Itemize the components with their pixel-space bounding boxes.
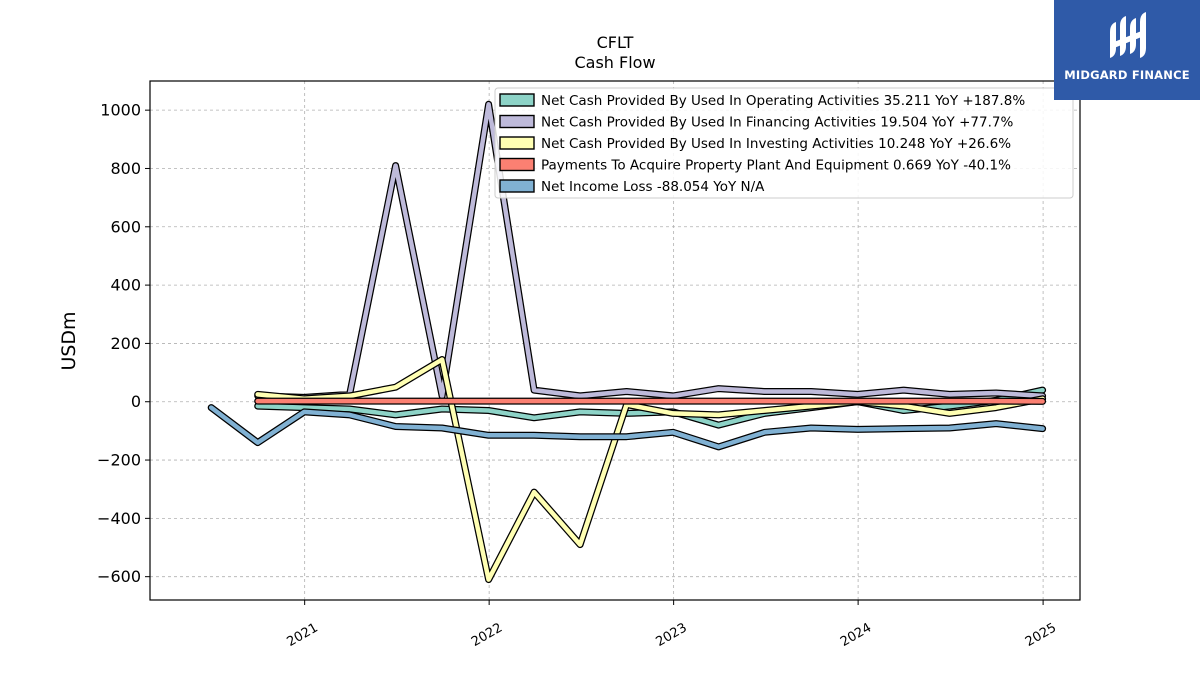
y-tick-label: −400 bbox=[97, 509, 141, 528]
legend-swatch bbox=[499, 114, 535, 129]
legend-label: Net Income Loss -88.054 YoY N/A bbox=[541, 179, 765, 195]
legend: Net Cash Provided By Used In Operating A… bbox=[494, 87, 1074, 199]
y-axis-ticks: −600 −400 −200 0 200 400 600 800 1000 bbox=[97, 101, 150, 586]
series-line-net-income-loss bbox=[208, 405, 1045, 450]
y-tick-label: 800 bbox=[110, 159, 141, 178]
logo-brand-text: MIDGARD FINANCE bbox=[1064, 68, 1190, 82]
legend-label: Payments To Acquire Property Plant And E… bbox=[541, 158, 1011, 174]
midgard-finance-logo: MIDGARD FINANCE bbox=[1054, 0, 1200, 100]
legend-box bbox=[494, 87, 1074, 199]
x-tick-label: 2024 bbox=[838, 620, 874, 650]
y-tick-label: 600 bbox=[110, 217, 141, 236]
legend-swatch bbox=[499, 179, 535, 193]
y-tick-label: 400 bbox=[110, 276, 141, 295]
chart-subtitle: Cash Flow bbox=[574, 53, 655, 72]
plot-frame bbox=[149, 80, 1081, 601]
legend-label: Net Cash Provided By Used In Operating A… bbox=[541, 93, 1025, 109]
y-tick-label: 1000 bbox=[100, 101, 141, 120]
x-axis-ticks: 2021 2022 2023 2024 2025 bbox=[285, 600, 1059, 650]
legend-label: Net Cash Provided By Used In Investing A… bbox=[541, 136, 1011, 152]
midgard-logo-icon bbox=[1110, 12, 1146, 58]
y-tick-label: 0 bbox=[131, 392, 141, 411]
y-tick-label: −200 bbox=[97, 451, 141, 470]
x-tick-label: 2025 bbox=[1023, 620, 1059, 650]
y-tick-label: 200 bbox=[110, 334, 141, 353]
y-axis-label: USDm bbox=[58, 311, 80, 370]
series-line-net-cash-provided-by-used-in-investing-activities bbox=[255, 357, 1045, 582]
x-tick-label: 2021 bbox=[285, 620, 321, 650]
series-line-net-cash-provided-by-used-in-financing-activities bbox=[255, 102, 1045, 400]
y-tick-label: −600 bbox=[97, 567, 141, 586]
chart-title: CFLT bbox=[597, 33, 634, 52]
legend-swatch bbox=[499, 136, 535, 150]
x-tick-label: 2022 bbox=[469, 620, 505, 650]
series-layer bbox=[207, 100, 1047, 584]
legend-label: Net Cash Provided By Used In Financing A… bbox=[541, 115, 1013, 131]
legend-swatch bbox=[499, 157, 535, 172]
legend-swatch bbox=[499, 93, 535, 107]
x-tick-label: 2023 bbox=[653, 620, 689, 650]
